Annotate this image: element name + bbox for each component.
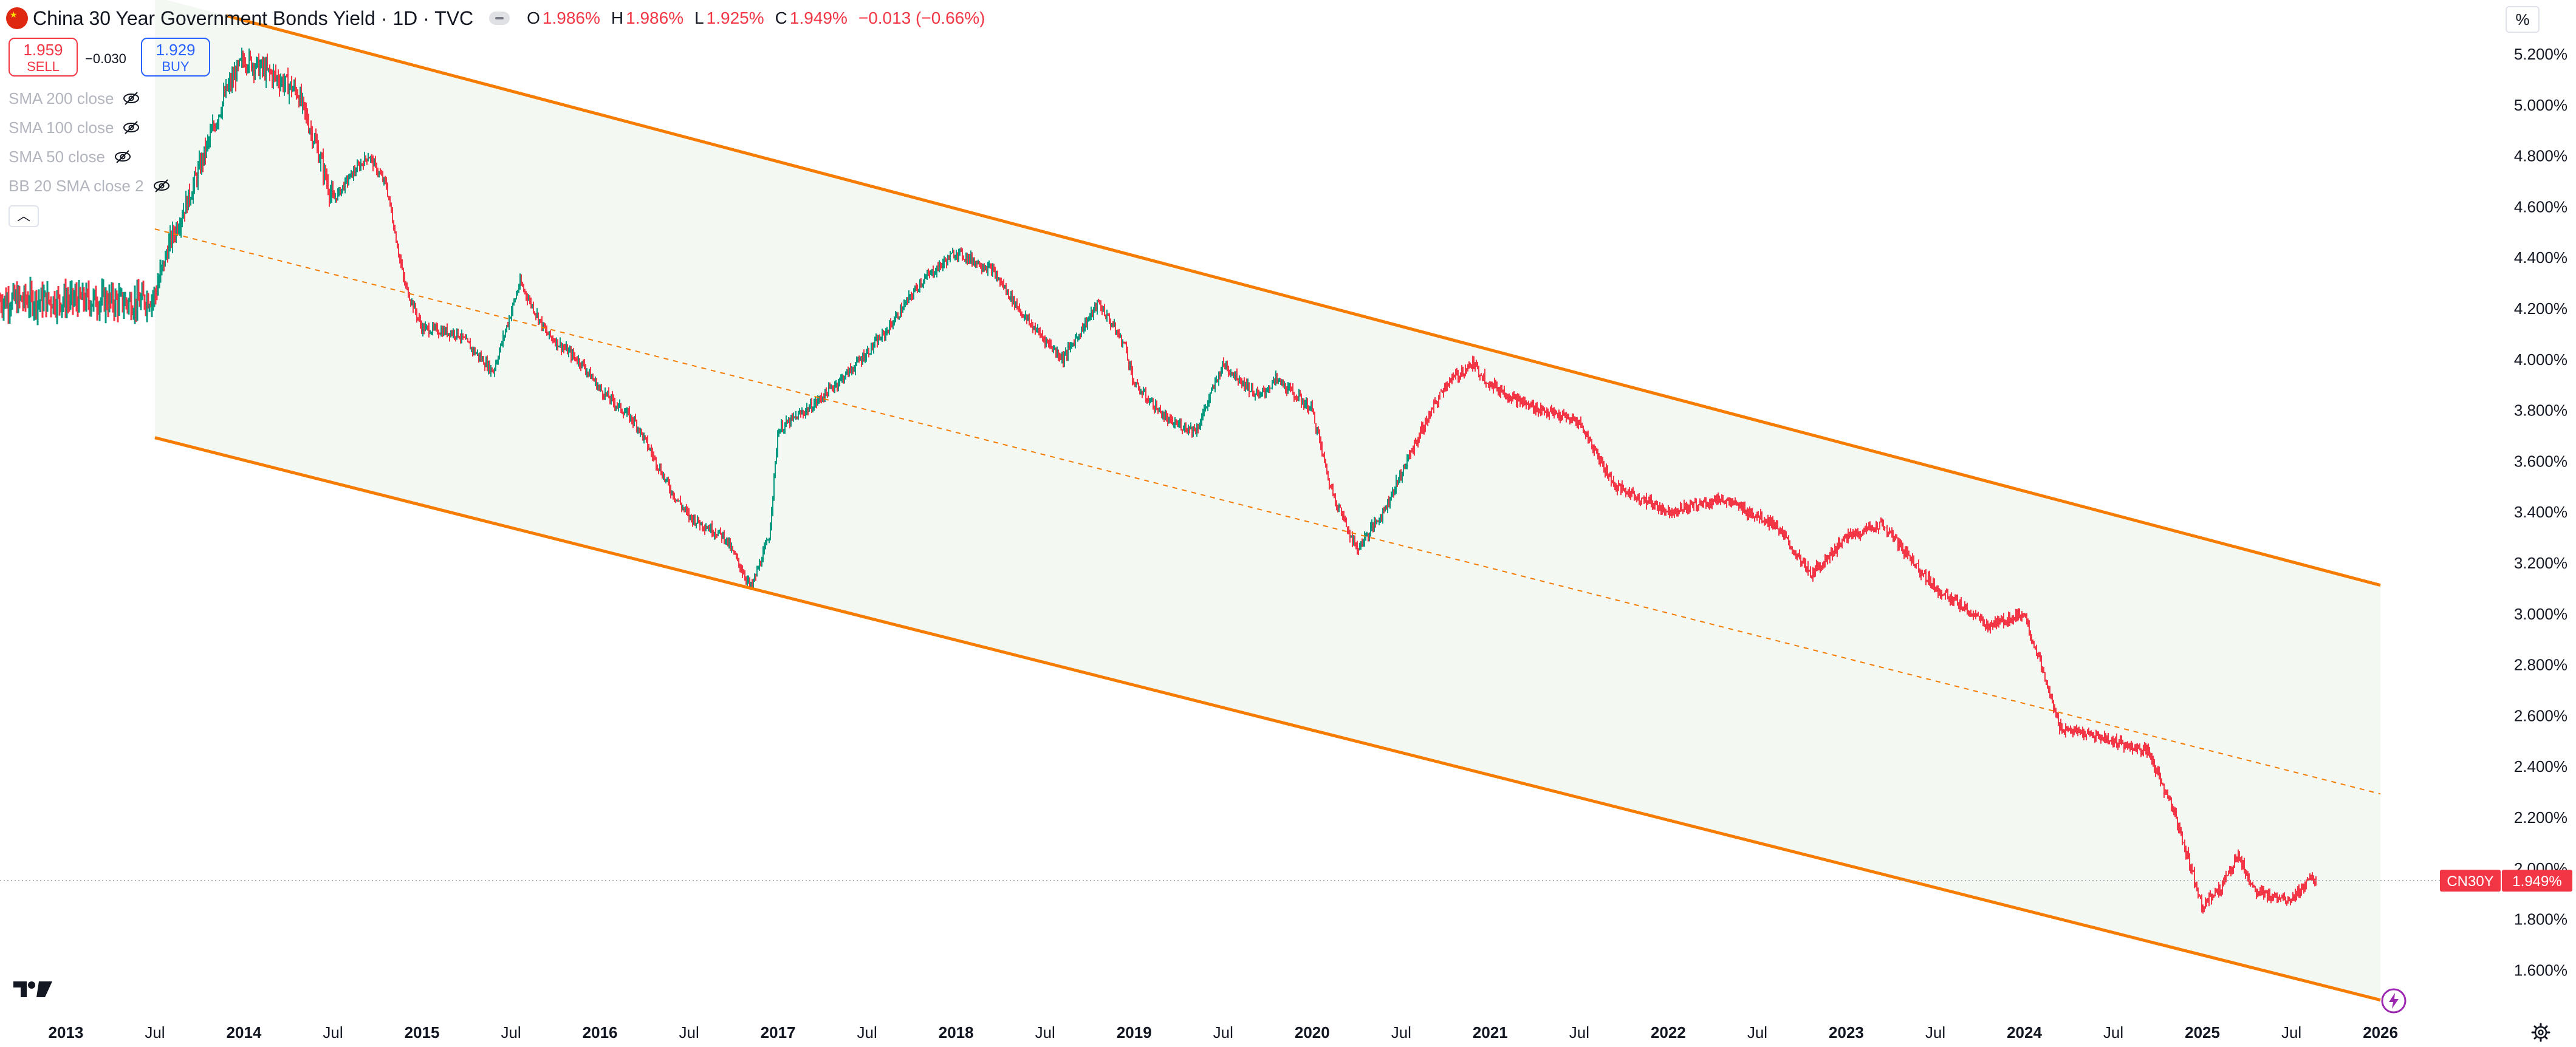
time-tick-label: Jul (1925, 1023, 1945, 1042)
time-tick-label: Jul (2281, 1023, 2301, 1042)
time-tick-label: 2017 (761, 1023, 796, 1042)
ohlc-values: O 1.986% H 1.986% L 1.925% C 1.949% −0.013 (… (527, 9, 985, 28)
time-tick-label: Jul (1747, 1023, 1767, 1042)
price-tick-label: 1.600% (2514, 961, 2567, 979)
lightning-icon[interactable] (2380, 987, 2407, 1014)
price-tick-label: 2.200% (2514, 808, 2567, 827)
chevron-up-icon: ︿ (16, 208, 30, 223)
indicator-label: SMA 200 close (9, 89, 114, 107)
time-tick-label: 2026 (2363, 1023, 2398, 1042)
time-tick-label: 2025 (2185, 1023, 2220, 1042)
time-tick-label: Jul (2103, 1023, 2123, 1042)
time-tick-label: Jul (1391, 1023, 1411, 1042)
time-tick-label: 2019 (1117, 1023, 1152, 1042)
price-tick-label: 2.600% (2514, 706, 2567, 725)
eye-hidden-icon[interactable] (122, 120, 140, 135)
price-tick-label: 4.400% (2514, 248, 2567, 267)
ohlc-open: O 1.986% (527, 9, 600, 27)
ohlc-high: H 1.986% (611, 9, 684, 27)
price-tick-label: 1.800% (2514, 910, 2567, 929)
time-tick-label: Jul (501, 1023, 521, 1042)
price-tick-label: 3.600% (2514, 452, 2567, 470)
price-tick-label: 3.800% (2514, 401, 2567, 420)
channel-median-line[interactable] (154, 228, 2381, 795)
price-tick-label: 4.800% (2514, 147, 2567, 165)
china-flag-icon (6, 7, 28, 29)
channel-upper-line[interactable] (225, 14, 2381, 587)
ohlc-change: −0.013 (−0.66%) (858, 9, 985, 27)
price-tick-label: 4.600% (2514, 197, 2567, 216)
eye-hidden-icon[interactable] (152, 178, 171, 194)
channel-fill (154, 0, 2381, 1000)
indicator-label: SMA 50 close (9, 147, 105, 166)
chart-header: China 30 Year Government Bonds Yield · 1… (6, 5, 985, 32)
indicator-label: BB 20 SMA close 2 (9, 176, 144, 195)
price-tick-label: 4.200% (2514, 299, 2567, 318)
last-price-badge: CN30Y 1.949% (2440, 870, 2572, 892)
price-tick-label: 2.400% (2514, 757, 2567, 776)
time-tick-label: Jul (1213, 1023, 1233, 1042)
sell-button[interactable]: 1.959 SELL (9, 38, 78, 77)
settings-gear-icon[interactable] (2531, 1023, 2550, 1042)
last-price-value: 1.949% (2512, 873, 2561, 890)
indicator-sma100[interactable]: SMA 100 close (9, 117, 140, 138)
buy-price: 1.929 (156, 41, 196, 59)
indicator-sma50[interactable]: SMA 50 close (9, 146, 132, 168)
price-tick-label: 3.200% (2514, 554, 2567, 572)
time-tick-label: 2018 (939, 1023, 974, 1042)
ohlc-low: L 1.925% (694, 9, 764, 27)
last-price-symbol: CN30Y (2447, 873, 2493, 890)
scale-unit-button[interactable]: % (2506, 6, 2540, 33)
price-tick-label: 4.000% (2514, 350, 2567, 369)
collapse-indicators-button[interactable]: ︿ (9, 205, 39, 227)
indicator-bb20[interactable]: BB 20 SMA close 2 (9, 175, 171, 197)
price-tick-label: 3.400% (2514, 503, 2567, 521)
ohlc-close: C 1.949% (775, 9, 848, 27)
time-tick-label: 2013 (49, 1023, 84, 1042)
time-tick-label: Jul (323, 1023, 343, 1042)
last-price-value-bg (2502, 870, 2572, 892)
time-tick-label: 2020 (1295, 1023, 1330, 1042)
time-tick-label: 2016 (583, 1023, 618, 1042)
spread-value: −0.030 (85, 51, 126, 66)
price-axis[interactable]: 5.200% 5.000% 4.800% 4.600% 4.400% 4.200% 4.00… (2514, 45, 2567, 979)
indicator-label: SMA 100 close (9, 118, 114, 137)
price-tick-label: 3.000% (2514, 605, 2567, 623)
market-status-icon[interactable] (489, 12, 510, 25)
time-tick-label: 2014 (227, 1023, 262, 1042)
time-axis[interactable]: 2013 Jul 2014 Jul 2015 Jul 2016 Jul 2017 Jul 2018 J… (49, 1023, 2399, 1042)
sell-label: SELL (27, 59, 60, 74)
sell-price: 1.959 (23, 41, 63, 59)
price-tick-label: 5.200% (2514, 45, 2567, 63)
eye-hidden-icon[interactable] (122, 90, 140, 106)
eye-hidden-icon[interactable] (114, 149, 132, 165)
buy-button[interactable]: 1.929 BUY (141, 38, 210, 77)
time-tick-label: Jul (1035, 1023, 1055, 1042)
time-tick-label: 2021 (1473, 1023, 1508, 1042)
time-tick-label: Jul (679, 1023, 699, 1042)
time-tick-label: 2024 (2007, 1023, 2042, 1042)
time-tick-label: 2022 (1651, 1023, 1686, 1042)
last-price-symbol-bg (2440, 870, 2501, 892)
price-tick-label: 5.000% (2514, 96, 2567, 114)
time-tick-label: Jul (857, 1023, 877, 1042)
buy-label: BUY (162, 59, 190, 74)
time-tick-label: 2015 (405, 1023, 440, 1042)
time-tick-label: 2023 (1829, 1023, 1864, 1042)
indicator-sma200[interactable]: SMA 200 close (9, 87, 140, 109)
time-tick-label: Jul (1569, 1023, 1589, 1042)
channel-lower-line[interactable] (154, 436, 2381, 1002)
time-tick-label: Jul (145, 1023, 165, 1042)
tradingview-logo-icon[interactable] (12, 979, 53, 1000)
symbol-title[interactable]: China 30 Year Government Bonds Yield · 1… (33, 7, 474, 29)
price-series (0, 47, 2317, 914)
price-tick-label: 2.800% (2514, 656, 2567, 674)
